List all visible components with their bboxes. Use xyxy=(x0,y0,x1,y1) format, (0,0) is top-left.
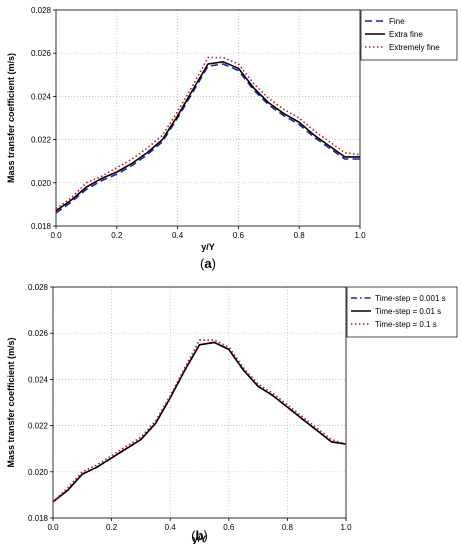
y-tick-label: 0.018 xyxy=(31,222,52,231)
y-tick-label: 0.022 xyxy=(28,422,49,431)
y-tick-label: 0.026 xyxy=(28,329,49,338)
x-tick-label: 1.0 xyxy=(340,523,352,532)
legend-box xyxy=(360,9,458,61)
x-tick-label: 0.6 xyxy=(233,231,245,240)
legend-label-2: Time-step = 0.01 s xyxy=(375,307,441,316)
x-tick-label: 0.0 xyxy=(47,523,59,532)
series-line-2 xyxy=(55,60,360,212)
y-tick-label: 0.028 xyxy=(31,6,52,15)
x-tick-label: 0.2 xyxy=(106,523,118,532)
legend: Time-step = 0.001 s Time-step = 0.01 s Tim… xyxy=(346,286,458,338)
legend-label-3: Extremely fine xyxy=(389,43,440,52)
y-tick-label: 0.020 xyxy=(28,468,49,477)
x-tick-label: 0.8 xyxy=(294,231,306,240)
legend-label-1: Fine xyxy=(389,17,405,26)
x-tick-label: 0.6 xyxy=(223,523,235,532)
plot-frame xyxy=(55,9,361,227)
chart-panel-a: 0.0 0.2 0.4 0.6 0.8 1.0 0.018 0.020 0.022 0.024 0.… xyxy=(6,6,458,271)
y-tick-label: 0.020 xyxy=(31,179,52,188)
legend: Fine Extra fine Extremely fine xyxy=(360,9,458,61)
legend-label-1: Time-step = 0.001 s xyxy=(375,294,446,303)
series-line-2 xyxy=(52,341,347,503)
y-tick-label: 0.022 xyxy=(31,136,52,145)
x-tick-label: 0.0 xyxy=(50,231,62,240)
y-tick-label: 0.026 xyxy=(31,49,52,58)
y-tick-label: 0.024 xyxy=(28,375,49,384)
legend-box xyxy=(346,286,458,338)
y-tick-label: 0.028 xyxy=(28,283,49,292)
x-tick-label: 0.8 xyxy=(282,523,294,532)
y-axis-label: Mass transfer coefficient (m/s) xyxy=(6,337,16,467)
gridlines xyxy=(55,9,361,227)
series-line-3 xyxy=(55,56,361,210)
series-line-1 xyxy=(55,63,360,214)
y-tick-label: 0.018 xyxy=(28,514,49,523)
x-tick-label: 1.0 xyxy=(354,231,366,240)
x-tick-label: 0.4 xyxy=(172,231,184,240)
x-axis-label: y/Y xyxy=(201,242,215,252)
legend-label-2: Extra fine xyxy=(389,30,423,39)
plot-frame xyxy=(52,286,347,519)
panel-caption: (a) xyxy=(200,256,216,271)
series-line-3 xyxy=(52,339,347,503)
y-axis-label: Mass transfer coefficient (m/s) xyxy=(6,53,16,183)
series-line-1 xyxy=(52,341,347,503)
gridlines xyxy=(52,286,347,519)
x-tick-label: 0.4 xyxy=(165,523,177,532)
legend-label-3: Time-step = 0.1 s xyxy=(375,320,437,329)
chart-panel-b: 0.0 0.2 0.4 0.6 0.8 1.0 0.018 0.020 0.022 0.024 0.… xyxy=(6,283,458,544)
panel-caption: (b) xyxy=(191,528,208,543)
x-axis-label: y/Y xyxy=(193,534,207,544)
x-tick-label: 0.2 xyxy=(111,231,123,240)
y-tick-label: 0.024 xyxy=(31,92,52,101)
